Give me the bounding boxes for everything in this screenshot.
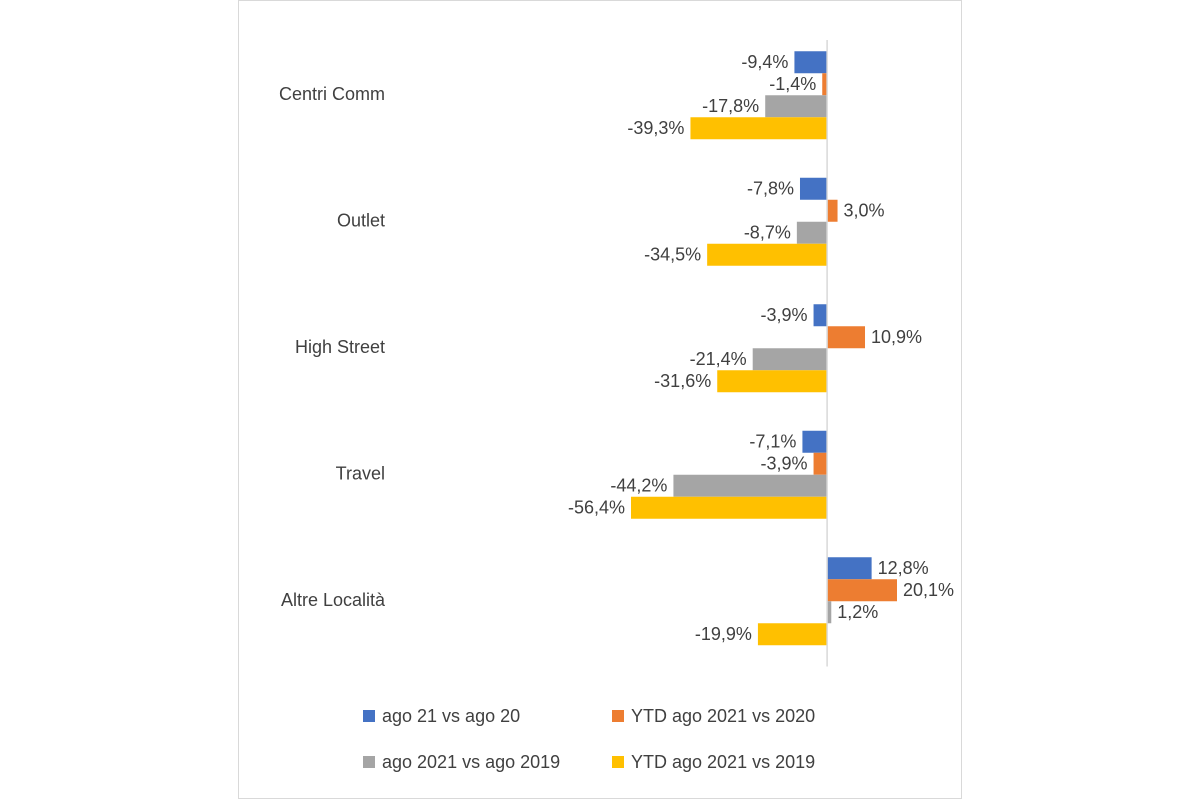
data-label: -39,3% <box>627 118 684 138</box>
data-label: -3,9% <box>761 454 808 474</box>
data-label: 3,0% <box>844 201 885 221</box>
category-label: Altre Località <box>281 590 386 610</box>
bar <box>757 623 828 646</box>
bar <box>690 117 828 140</box>
bar <box>827 326 866 349</box>
bar <box>827 601 832 624</box>
bar <box>794 51 828 74</box>
legend-swatch <box>612 710 624 722</box>
data-label: -7,1% <box>749 432 796 452</box>
category-label: Centri Comm <box>279 84 385 104</box>
data-label: -31,6% <box>654 371 711 391</box>
bar <box>765 95 828 118</box>
legend-swatch <box>363 710 375 722</box>
legend-label: YTD ago 2021 vs 2019 <box>631 752 815 772</box>
category-label: Travel <box>336 464 385 484</box>
bar <box>827 199 838 222</box>
data-label: -21,4% <box>690 349 747 369</box>
bar <box>813 304 828 327</box>
data-label: 1,2% <box>837 602 878 622</box>
data-label: -7,8% <box>747 179 794 199</box>
bar <box>673 474 828 497</box>
legend-label: ago 2021 vs ago 2019 <box>382 752 560 772</box>
legend-label: YTD ago 2021 vs 2020 <box>631 706 815 726</box>
data-label: -17,8% <box>702 96 759 116</box>
data-label: -56,4% <box>568 498 625 518</box>
bar <box>827 557 872 580</box>
bar <box>813 452 828 475</box>
data-label: -1,4% <box>769 74 816 94</box>
legend-label: ago 21 vs ago 20 <box>382 706 520 726</box>
data-label: -44,2% <box>610 476 667 496</box>
data-label: -19,9% <box>695 624 752 644</box>
legend-swatch <box>612 756 624 768</box>
bar <box>822 73 828 96</box>
legend-swatch <box>363 756 375 768</box>
bar <box>752 348 828 371</box>
data-label: -3,9% <box>761 305 808 325</box>
data-label: -8,7% <box>744 223 791 243</box>
data-label: -9,4% <box>741 52 788 72</box>
data-label: 12,8% <box>878 558 929 578</box>
bar <box>799 177 828 200</box>
bar <box>631 496 828 519</box>
category-label: High Street <box>295 337 385 357</box>
bar <box>802 430 828 453</box>
chart-frame <box>238 0 962 799</box>
data-label: 20,1% <box>903 580 954 600</box>
bar <box>707 243 828 266</box>
data-label: 10,9% <box>871 327 922 347</box>
data-label: -34,5% <box>644 245 701 265</box>
bar <box>717 370 828 393</box>
category-label: Outlet <box>337 211 385 231</box>
bar <box>827 579 897 602</box>
bar <box>796 221 828 244</box>
